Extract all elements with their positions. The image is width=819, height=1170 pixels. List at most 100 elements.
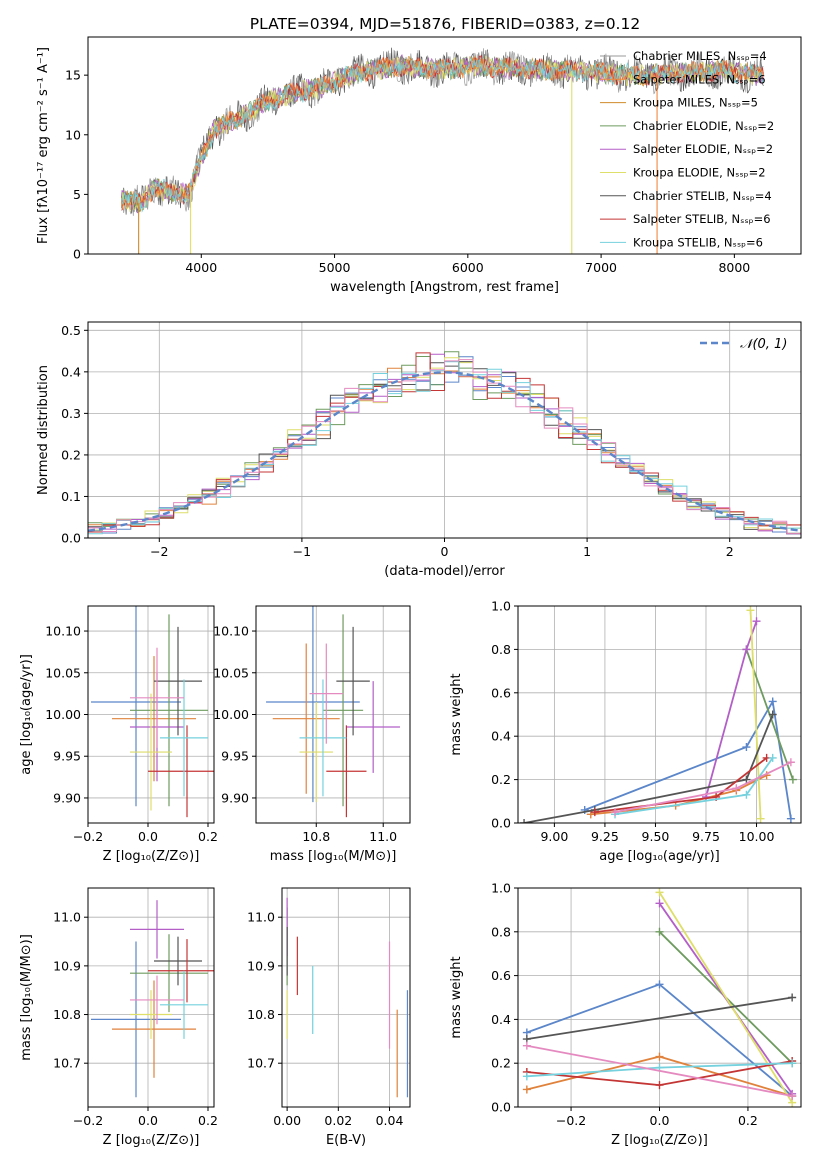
x-tick-label: 0.2 [738,1113,758,1128]
legend-label: Chabrier ELODIE, Nₛₛₚ=2 [633,119,774,133]
legend-label: Kroupa ELODIE, Nₛₛₚ=2 [633,166,766,180]
y-tick-label: 0.2 [491,1056,511,1071]
weight-series-4 [658,891,793,1104]
weight-marker [655,899,664,908]
errorbar-point-1 [272,643,340,794]
weight-marker [742,743,751,752]
weight-marker [768,753,777,762]
y-tick-label: 9.95 [221,749,249,764]
errorbar-point-0 [266,606,360,803]
grid-lines [282,888,410,1107]
x-tick-label: −0.2 [73,1113,103,1128]
chart-spectrum: Chabrier MILES, Nₛₛₚ=4 Salpeter MILES, Nₛ… [36,36,802,295]
errorbar-point-7 [299,679,347,797]
weight-marker [768,697,777,706]
errorbar-point-0 [91,606,181,807]
y-tick-label: 0.0 [491,1100,511,1115]
ticks: −0.2 0.0 0.2 10.7 10.8 10.9 11.0 [53,910,218,1128]
x-tick-label: 9.50 [642,829,670,844]
chart-mass-vs-Z: −0.2 0.0 0.2 10.7 10.8 10.9 11.0 Z [log₁₀(Z/Z⊙)… [19,887,218,1148]
x-tick-label: 7000 [585,260,617,275]
errorbar-point-3 [130,900,184,959]
plot-area [520,606,797,823]
x-tick-label: 1 [583,544,591,559]
errorbar-point-8 [130,975,184,1025]
weight-marker [788,1092,797,1101]
errorbar-point-4 [130,693,172,811]
y-tick-label: 10.9 [247,958,275,973]
plot-area [120,47,764,254]
weight-marker [655,927,664,936]
x-tick-label: 4000 [185,260,217,275]
weight-marker [788,775,797,784]
errorbar-point-6 [148,725,214,818]
weight-marker [756,814,765,823]
errorbar-point-8 [130,647,184,748]
weight-series-5 [523,714,774,823]
x-tick-label: 0.0 [650,1113,670,1128]
legend-label: Kroupa MILES, Nₛₛₚ=5 [633,96,758,110]
x-axis-label: age [log₁₀(age/yr)] [599,849,720,864]
weight-marker [655,1081,664,1090]
weight-marker [522,1041,531,1050]
weight-marker [742,645,751,654]
plot-area [88,351,801,535]
chart-mass-vs-ebv: 0.00 0.02 0.04 10.7 10.8 10.9 11.0 E(B-V) [247,887,411,1148]
ticks: −0.2 0.0 0.2 0.0 0.2 0.4 0.6 0.8 1.0 [491,881,758,1129]
weight-marker [655,1052,664,1061]
errorbar-point-1 [112,656,196,782]
x-tick-label: 6000 [452,260,484,275]
ticks: 10.8 11.0 9.90 9.95 10.00 10.05 10.10 [213,624,397,844]
x-tick-label: 9.75 [692,829,720,844]
x-axis-label: Z [log₁₀(Z/Z⊙)] [103,849,200,864]
plot-area [266,606,400,818]
x-tick-label: −1 [293,544,311,559]
weight-marker [611,808,620,817]
weight-marker [590,808,599,817]
x-tick-label: 9.00 [540,829,568,844]
legend-label: Chabrier MILES, Nₛₛₚ=4 [633,49,767,63]
y-tick-label: 10.05 [213,665,249,680]
x-tick-label: 0.02 [324,1113,352,1128]
plot-area [522,888,797,1107]
x-tick-label: 0.0 [138,829,158,844]
legend-label: Salpeter ELODIE, Nₛₛₚ=2 [633,142,773,156]
x-axis-label: mass [log₁₀(M/M⊙)] [270,849,397,864]
ticks: 4000 5000 6000 7000 8000 0 5 10 15 [65,68,750,275]
weight-marker [742,790,751,799]
charts: Chabrier MILES, Nₛₛₚ=4 Salpeter MILES, Nₛ… [19,36,802,1148]
weight-marker [520,819,529,823]
legend-label: Chabrier STELIB, Nₛₛₚ=4 [633,189,772,203]
y-tick-label: 0.4 [491,1012,511,1027]
y-tick-label: 10.7 [53,1056,81,1071]
errorbar-point-0 [91,941,181,1098]
weight-marker [522,1072,531,1081]
y-tick-label: 11.0 [247,910,275,925]
y-tick-label: 0.1 [61,489,81,504]
weight-series-0 [584,698,792,819]
axes-frame [87,887,215,1108]
weight-marker [522,1085,531,1094]
y-tick-label: 0.0 [61,531,81,546]
errorbar-point-2 [130,934,208,1013]
y-tick-label: 0.8 [491,924,511,939]
y-tick-label: 10.05 [45,665,81,680]
errorbar-point-2 [322,614,364,807]
x-axis-label: (data-model)/error [384,564,505,579]
errorbar-point-4 [130,990,172,1039]
y-axis-label: Flux [fλ10⁻¹⁷ erg cm⁻² s⁻¹ A⁻¹] [36,47,51,244]
x-tick-label: 5000 [319,260,351,275]
x-axis-label: E(B-V) [326,1133,366,1148]
spectrum-series-5 [121,55,764,212]
chart-residuals: 𝒩(0, 1) −2 −1 0 1 2 0.0 0.1 0.2 0.3 0.4 0.5 (data-mo… [36,321,802,579]
y-tick-label: 1.0 [491,881,511,896]
chart-age-vs-mass: 10.8 11.0 9.90 9.95 10.00 10.05 10.10 mass [log… [213,605,411,864]
weight-marker [742,775,751,784]
plot-area [91,900,214,1098]
y-axis-label: mass [log₁₀(M/M⊙)] [19,934,34,1061]
weight-marker [752,617,761,626]
y-tick-label: 0 [73,247,81,262]
y-tick-label: 10.00 [45,707,81,722]
y-tick-label: 0.2 [61,447,81,462]
